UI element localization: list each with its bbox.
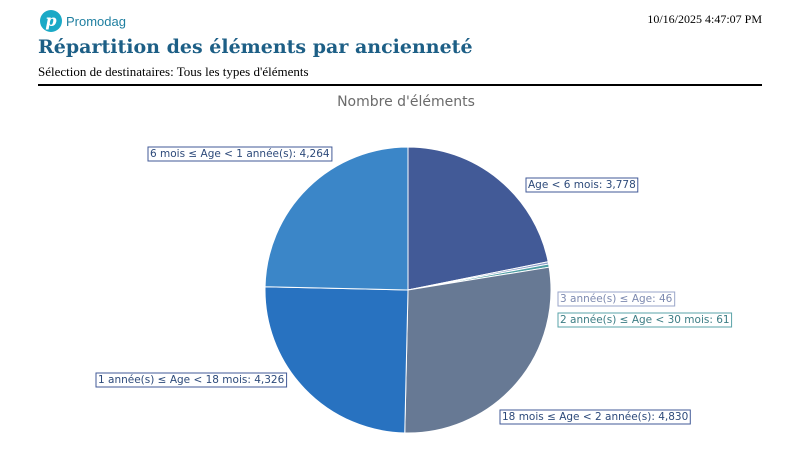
pie-slice (264, 286, 409, 434)
pie-data-label: 3 année(s) ≤ Age: 46 (557, 291, 676, 307)
pie-data-label: 6 mois ≤ Age < 1 année(s): 4,264 (147, 146, 333, 162)
pie-data-label-text: 6 mois ≤ Age < 1 année(s): 4,264 (150, 148, 330, 160)
pie-data-label: 1 année(s) ≤ Age < 18 mois: 4,326 (95, 372, 288, 388)
brand-name: Promodag (66, 13, 126, 29)
pie-labels: Age < 6 mois: 3,778 3 année(s) ≤ Age: 46 2… (95, 146, 733, 425)
promodag-logo: p Promodag (40, 10, 126, 32)
pie-data-label-box (557, 291, 676, 307)
pie-slice (404, 266, 552, 434)
promodag-logo-icon: p (40, 10, 62, 32)
pie-data-label-box (525, 177, 639, 193)
pie-data-label-box (499, 409, 691, 425)
report-timestamp: 10/16/2025 4:47:07 PM (647, 12, 762, 26)
pie-data-label-box (95, 372, 288, 388)
pie-data-label-text: 18 mois ≤ Age < 2 année(s): 4,830 (502, 411, 688, 423)
pie-slice (407, 146, 549, 291)
header-divider (38, 84, 762, 86)
pie-data-label: 2 année(s) ≤ Age < 30 mois: 61 (557, 312, 733, 328)
report-title: Répartition des éléments par ancienneté (38, 36, 473, 58)
pie-slice (264, 146, 409, 291)
report-subtitle: Sélection de destinataires: Tous les typ… (38, 64, 309, 79)
pie-data-label-text: 3 année(s) ≤ Age: 46 (560, 293, 673, 305)
pie-data-label: Age < 6 mois: 3,778 (525, 177, 639, 193)
pie-slices (264, 146, 552, 434)
pie-data-label-box (557, 312, 733, 328)
chart-title: Nombre d'éléments (337, 94, 475, 110)
pie-data-label: 18 mois ≤ Age < 2 année(s): 4,830 (499, 409, 691, 425)
pie-data-label-text: 2 année(s) ≤ Age < 30 mois: 61 (560, 314, 730, 326)
pie-data-label-text: Age < 6 mois: 3,778 (528, 179, 636, 191)
pie-data-label-box (147, 146, 333, 162)
pie-data-label-text: 1 année(s) ≤ Age < 18 mois: 4,326 (98, 374, 285, 386)
